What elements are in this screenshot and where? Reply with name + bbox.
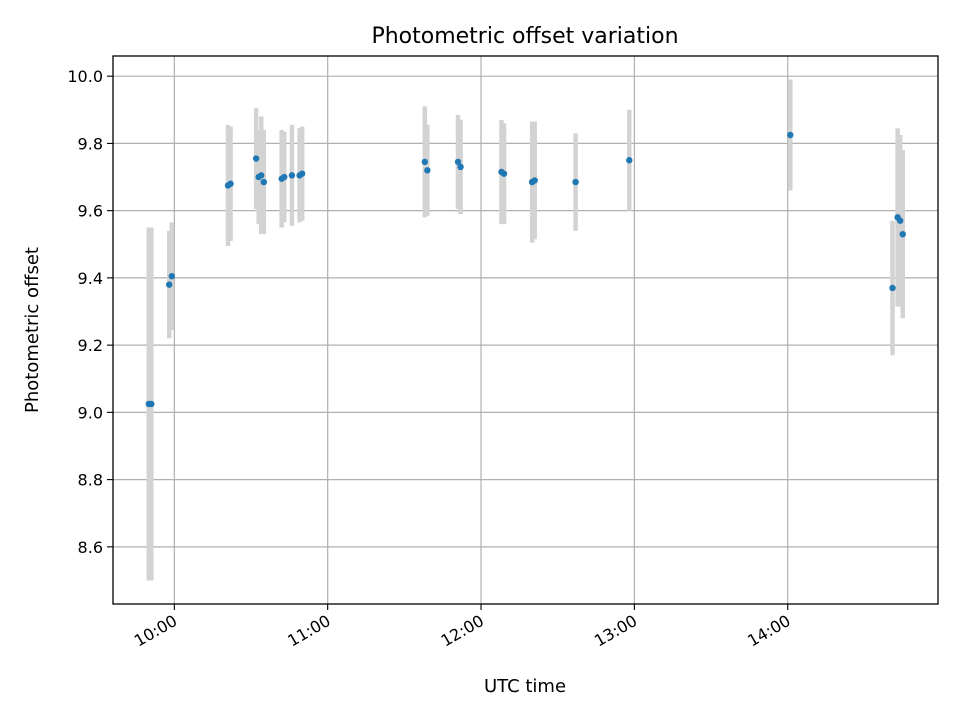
y-tick-label: 9.2	[78, 336, 103, 355]
x-tick-label: 10:00	[131, 611, 180, 651]
data-point	[572, 178, 579, 186]
y-tick-label: 9.4	[78, 269, 103, 288]
x-tick-label: 11:00	[284, 611, 333, 651]
data-point	[168, 273, 175, 280]
chart-title: Photometric offset variation	[371, 24, 678, 49]
data-point	[281, 173, 288, 181]
data-point	[227, 180, 234, 187]
data-point	[166, 281, 173, 288]
data-point	[457, 163, 464, 171]
data-point	[260, 178, 267, 186]
x-tick-label: 12:00	[438, 611, 487, 651]
data-point	[896, 217, 904, 224]
data-point	[258, 172, 265, 179]
point-layer	[145, 131, 906, 408]
y-tick-layer: 8.6 8.8 9.0 9.2 9.4 9.6 9.8 10.0	[67, 67, 113, 557]
data-point	[899, 230, 906, 238]
x-tick-layer: 10:00 11:00 12:00 13:00 14:00	[131, 604, 794, 651]
y-tick-label: 9.6	[78, 202, 103, 221]
errorbar-layer	[146, 79, 905, 581]
data-point	[889, 284, 896, 292]
data-point	[454, 158, 462, 166]
data-point	[148, 400, 155, 408]
data-point	[252, 155, 260, 162]
data-point	[787, 131, 794, 139]
y-axis-label: Photometric offset	[22, 247, 43, 413]
y-tick-label: 9.8	[78, 134, 103, 153]
data-point	[626, 157, 633, 164]
y-tick-label: 8.6	[78, 538, 103, 557]
y-tick-label: 10.0	[67, 67, 103, 86]
y-tick-label: 8.8	[78, 471, 103, 490]
data-point	[500, 170, 508, 177]
plot-frame	[112, 55, 939, 605]
x-tick-label: 13:00	[591, 611, 640, 651]
data-point	[298, 170, 306, 177]
x-axis-label: UTC time	[484, 676, 566, 697]
grid-layer	[113, 56, 938, 604]
x-tick-label: 14:00	[744, 611, 793, 651]
data-point	[424, 167, 431, 174]
data-point	[288, 172, 296, 179]
data-point	[421, 158, 429, 166]
y-tick-label: 9.0	[78, 403, 103, 422]
data-point	[531, 177, 538, 184]
